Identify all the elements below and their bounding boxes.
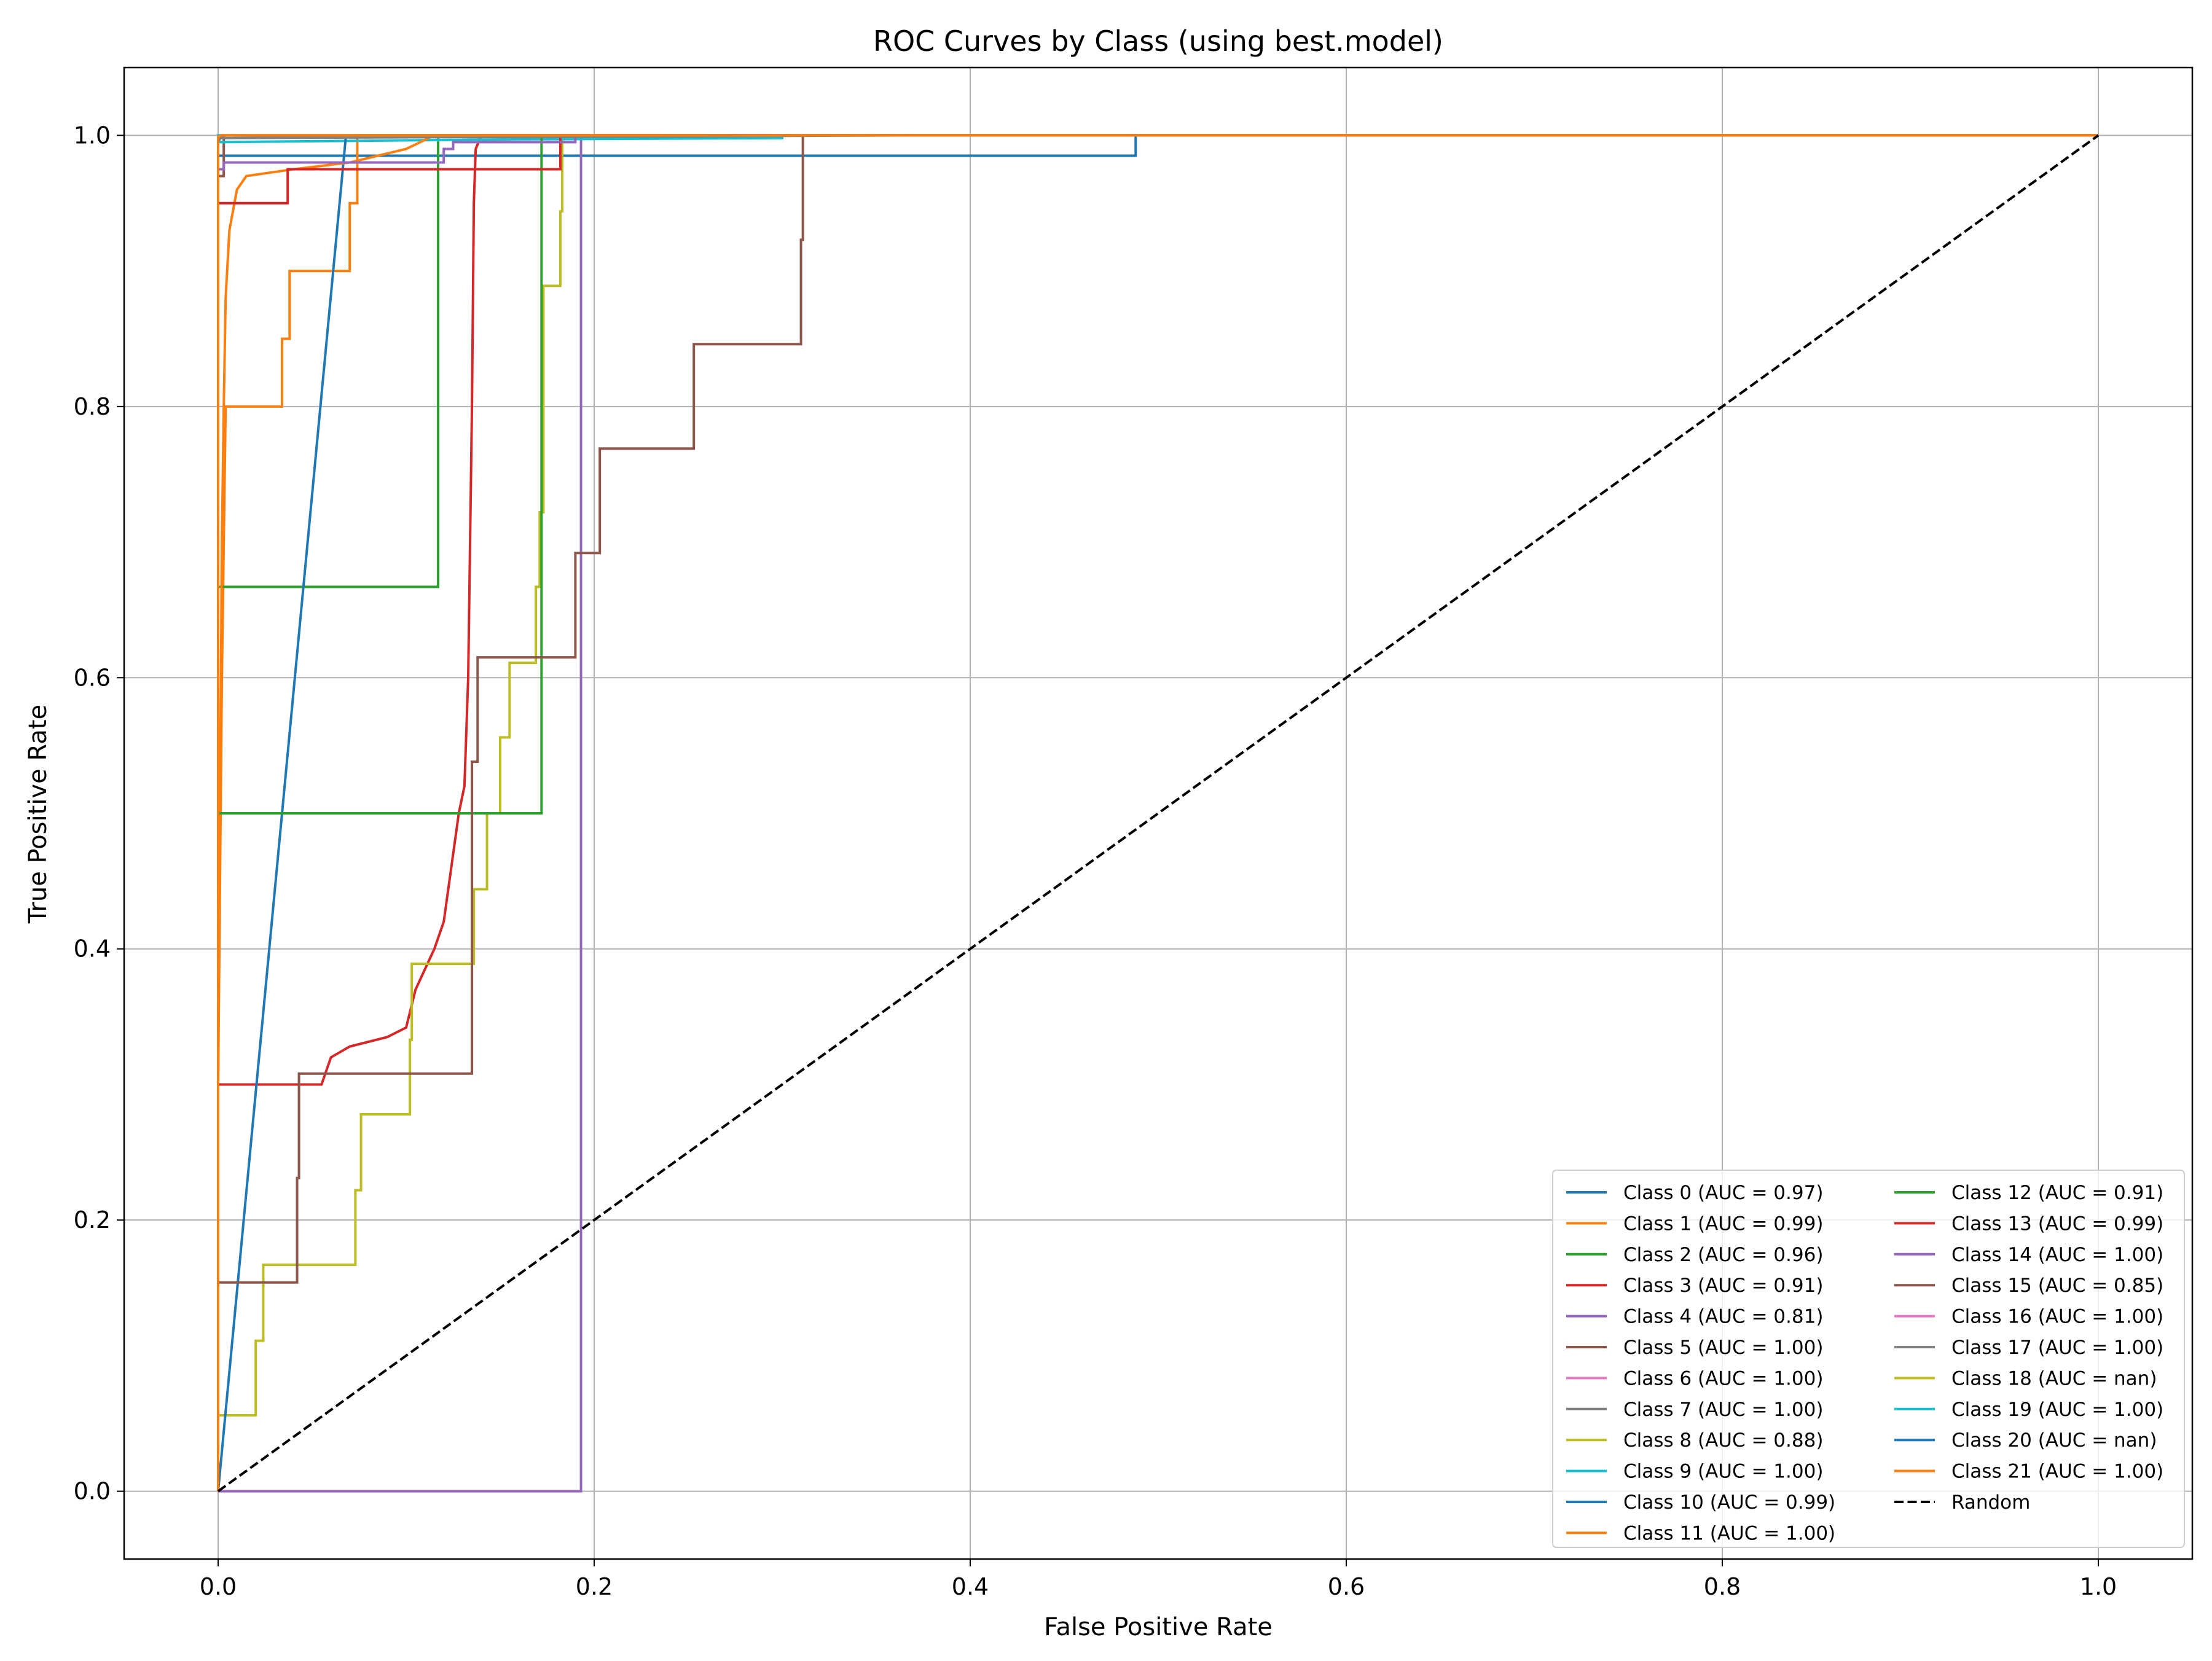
y-tick-label: 0.6 [74, 664, 111, 691]
y-axis-label: True Positive Rate [24, 705, 52, 924]
legend: Class 0 (AUC = 0.97) Class 1 (AUC = 0.99)… [1552, 1170, 2185, 1548]
series-line-22 [217, 134, 2100, 1493]
legend-label: Class 10 (AUC = 0.99) [1623, 1491, 1835, 1514]
series-line-8 [217, 134, 2098, 1491]
legend-label: Class 16 (AUC = 1.00) [1951, 1306, 2163, 1328]
y-tick-label: 1.0 [74, 122, 111, 149]
legend-label: Random [1951, 1491, 2030, 1514]
x-axis-label: False Positive Rate [1044, 1613, 1273, 1641]
legend-label: Class 6 (AUC = 1.00) [1623, 1367, 1823, 1389]
legend-label: Class 5 (AUC = 1.00) [1623, 1337, 1823, 1359]
legend-label: Class 20 (AUC = nan) [1951, 1429, 2157, 1452]
y-tick-label: 0.2 [74, 1206, 111, 1233]
x-tick-label: 1.0 [2080, 1573, 2117, 1600]
x-tick-label: 0.8 [1704, 1573, 1741, 1600]
legend-label: Class 8 (AUC = 0.88) [1623, 1429, 1823, 1452]
legend-label: Class 18 (AUC = nan) [1951, 1367, 2157, 1389]
series-line-11 [217, 134, 2098, 1491]
legend-label: Class 3 (AUC = 0.91) [1623, 1275, 1823, 1297]
y-tick-label: 0.4 [74, 936, 111, 963]
legend-label: Class 4 (AUC = 0.81) [1623, 1306, 1823, 1328]
grid-layer [124, 68, 2192, 1559]
x-tick-label: 0.6 [1328, 1573, 1365, 1600]
x-tick-label: 0.4 [952, 1573, 989, 1600]
legend-label: Class 9 (AUC = 1.00) [1623, 1461, 1823, 1483]
legend-label: Class 19 (AUC = 1.00) [1951, 1399, 2163, 1421]
legend-label: Class 2 (AUC = 0.96) [1623, 1244, 1823, 1266]
series-line-15 [217, 134, 2098, 1491]
x-tick-label: 0.2 [576, 1573, 613, 1600]
legend-label: Class 0 (AUC = 0.97) [1623, 1182, 1823, 1204]
series-layer [217, 134, 2100, 1493]
legend-box [1552, 1170, 2185, 1548]
legend-label: Class 1 (AUC = 0.99) [1623, 1213, 1823, 1235]
x-tick-label: 0.0 [200, 1573, 237, 1600]
series-line-21 [217, 134, 2098, 1491]
legend-label: Class 17 (AUC = 1.00) [1951, 1337, 2163, 1359]
legend-label: Class 21 (AUC = 1.00) [1951, 1461, 2163, 1483]
legend-label: Class 11 (AUC = 1.00) [1623, 1522, 1835, 1544]
ticks-layer: 0.0 0.2 0.4 0.6 0.8 1.0 0.0 0.2 0.4 0.6 0.8 1.0 [74, 122, 2117, 1600]
legend-label: Class 13 (AUC = 0.99) [1951, 1213, 2163, 1235]
plot-frame [123, 66, 2194, 1560]
legend-label: Class 7 (AUC = 1.00) [1623, 1399, 1823, 1421]
legend-label: Class 12 (AUC = 0.91) [1951, 1182, 2163, 1204]
y-tick-label: 0.0 [74, 1478, 111, 1505]
series-line-3 [217, 134, 2098, 1491]
y-tick-label: 0.8 [74, 393, 111, 420]
legend-label: Class 14 (AUC = 1.00) [1951, 1244, 2163, 1266]
chart-title: ROC Curves by Class (using best.model) [873, 25, 1443, 58]
series-line-14 [217, 134, 2098, 1491]
legend-label: Class 15 (AUC = 0.85) [1951, 1275, 2163, 1297]
